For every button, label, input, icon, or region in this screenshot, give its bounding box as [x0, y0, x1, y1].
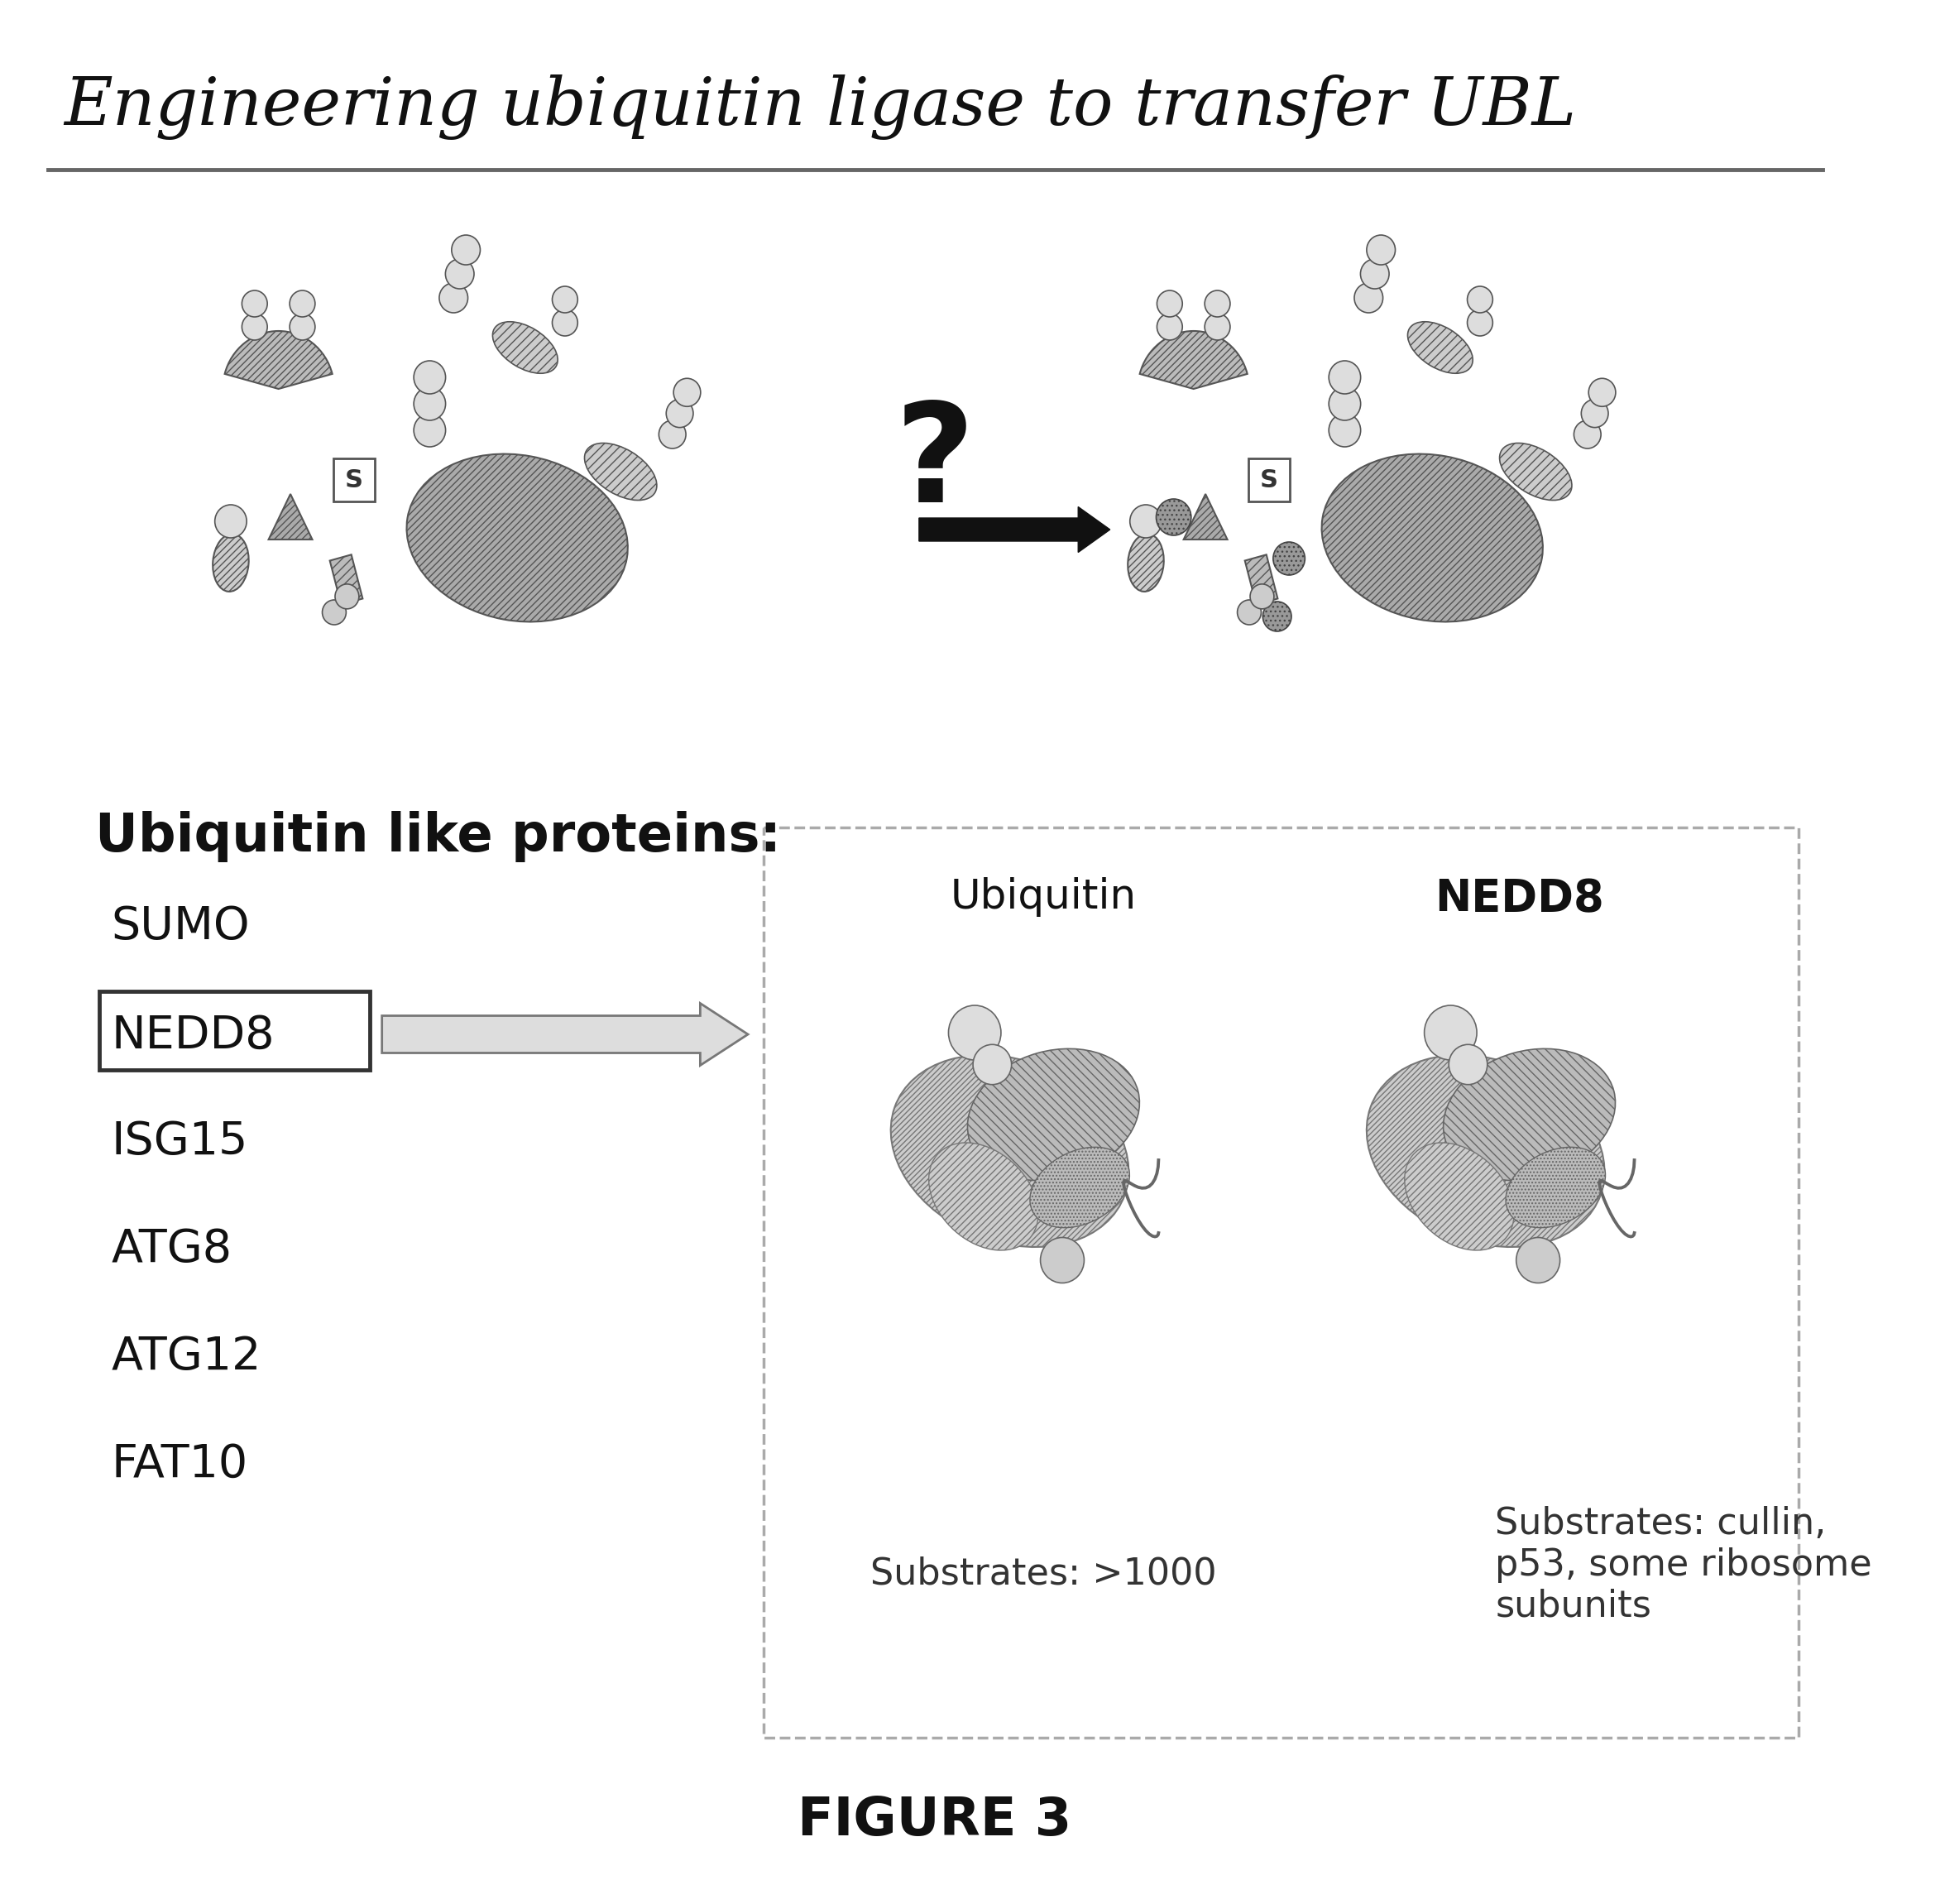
Text: Engineering ubiquitin ligase to transfer UBL: Engineering ubiquitin ligase to transfer…: [64, 74, 1575, 139]
Ellipse shape: [930, 1142, 1039, 1251]
Circle shape: [972, 1045, 1011, 1085]
Circle shape: [552, 286, 578, 312]
Circle shape: [667, 400, 692, 428]
Circle shape: [1328, 360, 1362, 394]
Ellipse shape: [1505, 1146, 1605, 1228]
Circle shape: [1467, 286, 1492, 312]
Ellipse shape: [212, 533, 249, 592]
Ellipse shape: [1128, 533, 1163, 592]
Ellipse shape: [1500, 444, 1572, 501]
Circle shape: [1449, 1045, 1488, 1085]
Circle shape: [445, 259, 475, 289]
Circle shape: [214, 505, 247, 537]
Bar: [764, 828, 1799, 1738]
Ellipse shape: [1404, 1142, 1513, 1251]
Ellipse shape: [891, 1055, 1128, 1247]
Ellipse shape: [967, 1049, 1140, 1180]
Wedge shape: [226, 331, 333, 388]
Text: S: S: [1260, 468, 1278, 491]
Circle shape: [414, 413, 445, 447]
Bar: [331, 554, 362, 605]
Circle shape: [1467, 310, 1492, 335]
Ellipse shape: [1408, 322, 1472, 373]
Text: NEDD8: NEDD8: [111, 1013, 274, 1059]
Bar: [333, 459, 375, 501]
Ellipse shape: [407, 453, 628, 623]
Circle shape: [414, 387, 445, 421]
Circle shape: [1204, 314, 1229, 341]
Circle shape: [1574, 421, 1601, 449]
Circle shape: [241, 291, 266, 316]
Text: Ubiquitin: Ubiquitin: [949, 878, 1136, 918]
Circle shape: [1517, 1238, 1560, 1283]
Circle shape: [673, 379, 700, 406]
Text: ATG12: ATG12: [111, 1335, 261, 1378]
Ellipse shape: [1031, 1146, 1130, 1228]
FancyArrow shape: [381, 1003, 749, 1066]
Circle shape: [451, 234, 480, 265]
Circle shape: [1262, 602, 1291, 632]
Circle shape: [949, 1005, 1002, 1061]
Circle shape: [659, 421, 687, 449]
Wedge shape: [1140, 331, 1247, 388]
Circle shape: [1274, 543, 1305, 575]
Circle shape: [323, 600, 346, 625]
Circle shape: [1204, 291, 1229, 316]
Polygon shape: [268, 493, 313, 539]
Circle shape: [1130, 505, 1161, 537]
Circle shape: [1581, 400, 1609, 428]
Text: Ubiquitin like proteins:: Ubiquitin like proteins:: [95, 811, 782, 863]
Bar: [99, 992, 370, 1070]
Ellipse shape: [1443, 1049, 1616, 1180]
Text: NEDD8: NEDD8: [1433, 878, 1605, 920]
Ellipse shape: [1367, 1055, 1605, 1247]
Circle shape: [1328, 413, 1362, 447]
Circle shape: [1157, 314, 1183, 341]
Circle shape: [1328, 387, 1362, 421]
Ellipse shape: [1323, 453, 1542, 623]
Circle shape: [1589, 379, 1616, 406]
Circle shape: [290, 314, 315, 341]
Text: Substrates: cullin,
p53, some ribosome
subunits: Substrates: cullin, p53, some ribosome s…: [1496, 1506, 1871, 1624]
Circle shape: [1157, 291, 1183, 316]
FancyArrow shape: [920, 506, 1111, 552]
Circle shape: [552, 310, 578, 335]
Text: FIGURE 3: FIGURE 3: [797, 1795, 1072, 1847]
Circle shape: [1155, 499, 1190, 535]
Circle shape: [440, 284, 469, 312]
Circle shape: [1251, 585, 1274, 609]
Bar: [1249, 459, 1290, 501]
Polygon shape: [1185, 493, 1227, 539]
Bar: [1245, 554, 1278, 605]
Circle shape: [1360, 259, 1389, 289]
Circle shape: [1367, 234, 1395, 265]
Circle shape: [414, 360, 445, 394]
Text: SUMO: SUMO: [111, 904, 251, 948]
Circle shape: [1354, 284, 1383, 312]
Circle shape: [1041, 1238, 1083, 1283]
Circle shape: [1424, 1005, 1476, 1061]
Circle shape: [1237, 600, 1260, 625]
Ellipse shape: [492, 322, 558, 373]
Text: ?: ?: [895, 396, 974, 531]
Text: FAT10: FAT10: [111, 1441, 249, 1487]
Text: ATG8: ATG8: [111, 1228, 231, 1272]
Circle shape: [290, 291, 315, 316]
Text: ISG15: ISG15: [111, 1120, 249, 1163]
Ellipse shape: [585, 444, 657, 501]
Text: Substrates: >1000: Substrates: >1000: [869, 1556, 1216, 1592]
Text: S: S: [344, 468, 364, 491]
Circle shape: [335, 585, 360, 609]
Circle shape: [241, 314, 266, 341]
